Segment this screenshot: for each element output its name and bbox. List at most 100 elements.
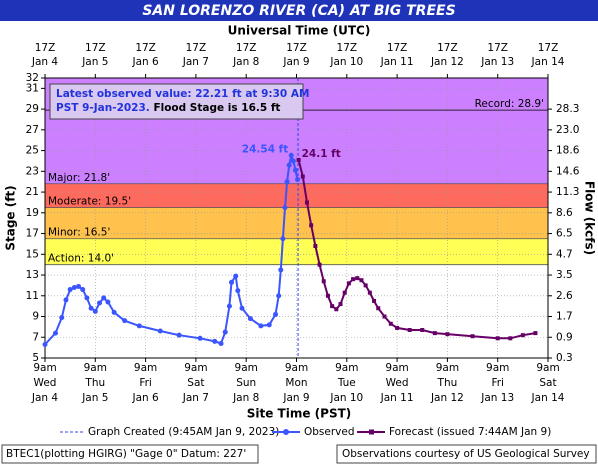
data-point [533,331,538,336]
title-bar [0,0,598,21]
data-point [363,283,368,288]
peak-label: 24.1 ft [302,148,341,160]
threshold-label: Minor: 16.5' [48,227,110,239]
y-tick-label: 9 [32,311,39,323]
x-tick-label: Wed [386,377,409,389]
top-tick-label: 17Z [337,42,358,54]
y-tick-label: 5 [32,352,39,364]
y-tick-label: 32 [26,72,39,84]
top-tick-label: Jan 4 [31,56,59,68]
data-point [63,297,69,303]
data-point [157,328,163,334]
x-tick-label: Jan 4 [31,392,59,404]
data-point [407,328,412,332]
y-tick-label: 23 [26,165,39,177]
legend-label: Observed [304,426,355,438]
y-tick-label: 17 [26,228,39,240]
y2-tick-label: 2.6 [556,290,573,302]
x-tick-label: Fri [139,377,152,389]
data-point [233,273,239,279]
top-axis-title: Universal Time (UTC) [228,24,371,38]
top-tick-label: Jan 10 [329,56,363,68]
data-point [52,330,58,336]
data-point [96,300,102,306]
data-point [330,304,335,309]
x-tick-label: Jan 13 [480,392,514,404]
data-point [84,295,90,301]
data-point [395,325,400,330]
data-point [42,342,48,348]
data-point [495,336,500,341]
chart-title: SAN LORENZO RIVER (CA) AT BIG TREES [142,3,455,19]
data-point [111,309,117,315]
x-tick-label: Sun [236,377,256,389]
top-tick-label: 17Z [85,42,106,54]
y2-tick-label: 6.5 [556,228,573,240]
data-point [80,287,86,293]
x-tick-label: Sat [187,377,204,389]
x-tick-label: 9am [436,362,459,374]
x-tick-label: 9am [84,362,107,374]
data-point [317,262,322,267]
data-point [136,323,142,329]
top-tick-label: 17Z [487,42,508,54]
top-tick-label: 17Z [437,42,458,54]
x-tick-label: 9am [536,362,559,374]
x-tick-label: Jan 9 [282,392,309,404]
top-tick-label: 17Z [236,42,257,54]
data-point [266,322,272,328]
data-point [520,333,525,338]
y-tick-label: 27 [26,124,39,136]
flood-band [45,238,548,265]
data-point [101,295,107,301]
x-tick-label: 9am [285,362,308,374]
data-point [218,340,224,346]
y-tick-label: 29 [26,103,39,115]
data-point [342,290,347,295]
series-line [297,159,536,340]
y2-tick-label: 14.6 [556,165,580,177]
x-tick-label: Jan 7 [182,392,209,404]
x-tick-label: 9am [235,362,258,374]
data-point [222,329,228,335]
data-point [197,335,203,341]
data-point [355,276,360,281]
top-tick-label: Jan 14 [531,56,565,68]
y-tick-label: 25 [26,145,39,157]
x-tick-label: 9am [486,362,509,374]
y2-tick-label: 28.3 [556,103,579,115]
top-tick-label: 17Z [538,42,559,54]
top-tick-label: Jan 7 [182,56,209,68]
data-point [295,177,301,183]
data-point [382,314,387,319]
x-tick-label: Jan 10 [329,392,363,404]
record-label: Record: 28.9' [475,98,544,110]
data-point [470,334,475,339]
data-point [239,305,245,311]
x-axis-title: Site Time (PST) [247,407,352,421]
top-tick-label: 17Z [387,42,408,54]
data-point [286,162,292,168]
data-point [338,302,343,307]
annotation-box [49,83,304,120]
top-tick-label: 17Z [135,42,156,54]
threshold-label: Moderate: 19.5' [48,196,131,208]
x-tick-label: Thu [437,377,458,389]
y-tick-label: 31 [26,82,39,94]
data-point [420,328,425,332]
y-axis-title: Stage (ft) [4,185,18,250]
data-point [282,205,288,211]
x-tick-label: Thu [84,377,105,389]
data-point [296,157,301,162]
flood-band [45,207,548,239]
data-point [59,315,65,321]
data-point [76,283,82,289]
x-tick-label: Jan 6 [131,392,159,404]
data-point [71,284,77,290]
x-tick-label: Fri [491,377,504,389]
y-tick-label: 21 [26,186,39,198]
y2-axis-title: Flow (kcfs) [583,181,597,255]
data-point [325,293,330,298]
data-point [309,223,314,228]
data-point [92,308,98,314]
